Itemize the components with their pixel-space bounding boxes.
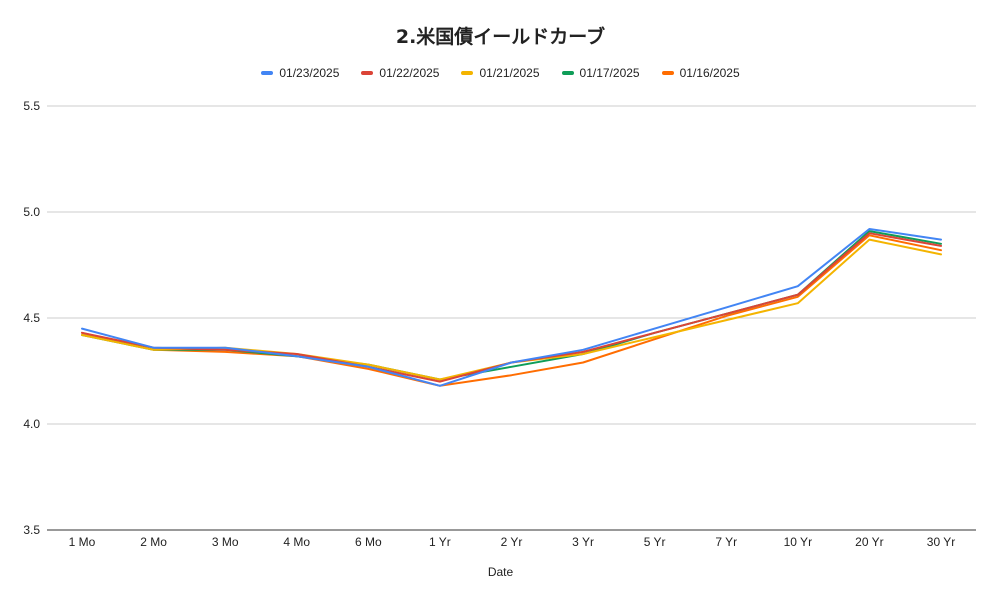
x-tick-label: 10 Yr	[784, 535, 812, 549]
legend-label: 01/17/2025	[579, 66, 640, 80]
legend-swatch	[461, 71, 474, 75]
series-line	[81, 234, 942, 387]
x-tick-label: 7 Yr	[715, 535, 737, 549]
x-tick-label: 1 Mo	[69, 535, 96, 549]
series-line	[81, 228, 942, 387]
legend-label: 01/22/2025	[379, 66, 440, 80]
x-tick-label: 2 Yr	[501, 535, 523, 549]
legend-item: 01/21/2025	[461, 66, 540, 80]
series-line	[81, 232, 942, 383]
x-tick-label: 6 Mo	[355, 535, 382, 549]
x-tick-label: 2 Mo	[140, 535, 167, 549]
x-tick-label: 3 Yr	[572, 535, 594, 549]
x-tick-label: 3 Mo	[212, 535, 239, 549]
y-tick-label: 5.0	[23, 205, 40, 219]
legend-item: 01/22/2025	[361, 66, 439, 80]
chart-title: 2.米国債イールドカーブ	[395, 26, 606, 48]
y-tick-label: 4.5	[23, 311, 40, 325]
legend-swatch	[361, 71, 374, 75]
x-tick-label: 1 Yr	[429, 535, 451, 549]
legend-swatch	[561, 71, 574, 75]
legend-swatch	[661, 71, 674, 75]
x-tick-label: 4 Mo	[283, 535, 310, 549]
y-tick-label: 3.5	[23, 523, 40, 537]
legend-item: 01/17/2025	[561, 66, 640, 80]
y-tick-label: 4.0	[23, 417, 40, 431]
legend-swatch	[261, 71, 274, 75]
x-tick-label: 30 Yr	[927, 535, 955, 549]
legend-item: 01/16/2025	[661, 66, 740, 80]
x-tick-label: 5 Yr	[644, 535, 666, 549]
x-tick-label: 20 Yr	[855, 535, 883, 549]
y-tick-label: 5.5	[23, 99, 40, 113]
legend-label: 01/16/2025	[679, 66, 740, 80]
legend-label: 01/21/2025	[479, 66, 540, 80]
legend: 01/23/2025 01/22/2025 01/21/2025 01/17/2025…	[0, 66, 1001, 80]
legend-label: 01/23/2025	[279, 66, 340, 80]
legend-item: 01/23/2025	[261, 66, 339, 80]
x-axis-title: Date	[487, 565, 514, 579]
series-line	[81, 238, 942, 381]
series-line	[81, 230, 942, 381]
